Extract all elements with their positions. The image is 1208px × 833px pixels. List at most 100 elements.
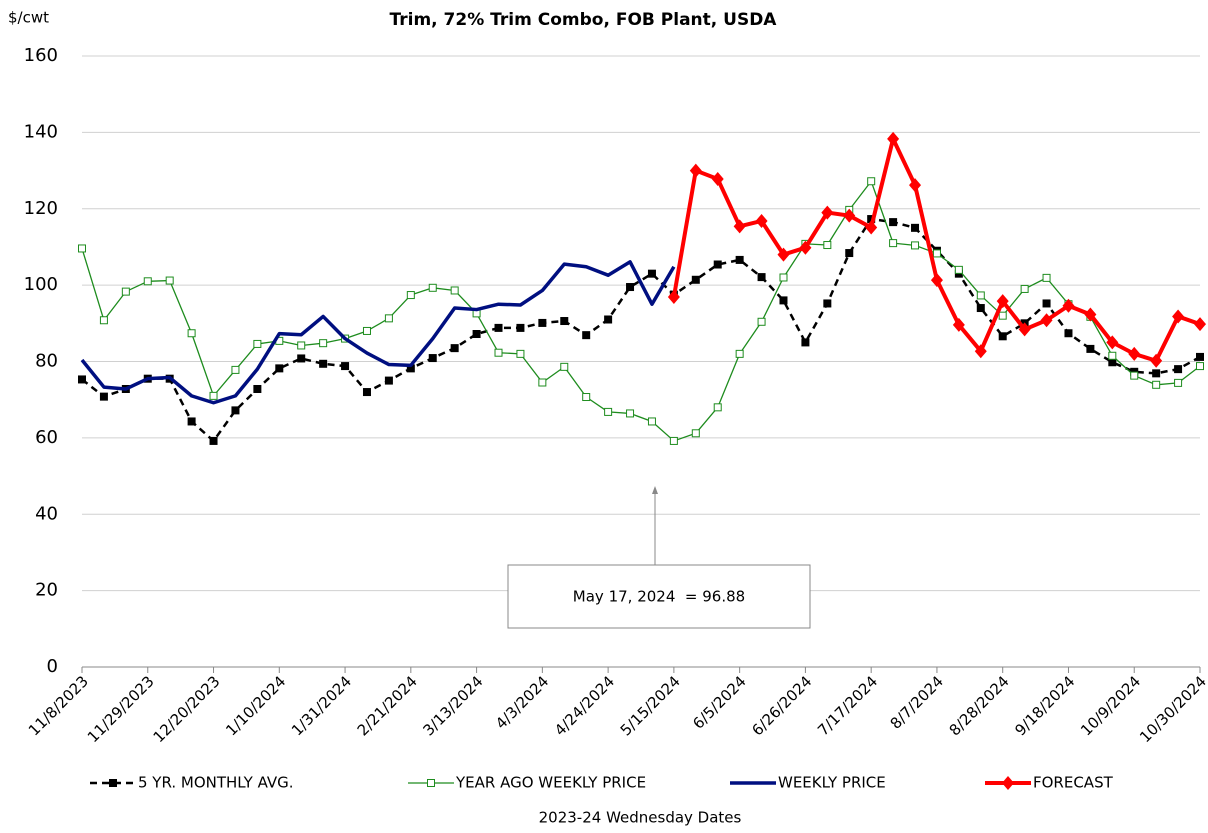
point [735, 349, 744, 358]
point [647, 269, 656, 278]
point [998, 311, 1007, 320]
point [930, 273, 943, 288]
point [801, 338, 810, 347]
x-tick-label: 1/10/2024 [222, 672, 289, 739]
annotation-text: May 17, 2024 = 96.88 [573, 588, 745, 606]
point [187, 417, 196, 426]
point [932, 249, 941, 258]
x-tick-label: 7/17/2024 [814, 672, 881, 739]
point [1042, 273, 1051, 282]
point [231, 406, 240, 415]
point [952, 317, 965, 332]
point [1086, 344, 1095, 353]
point [538, 318, 547, 327]
point [1174, 365, 1183, 374]
y-axis-label: $/cwt [8, 9, 49, 27]
point [99, 316, 108, 325]
point [362, 326, 371, 335]
point [711, 171, 724, 186]
point [974, 344, 987, 359]
point [428, 283, 437, 292]
point [560, 317, 569, 326]
x-tick-label: 8/28/2024 [946, 672, 1013, 739]
point [165, 276, 174, 285]
point [1130, 371, 1139, 380]
point [909, 178, 922, 193]
point [1020, 284, 1029, 293]
point [450, 344, 459, 353]
point [647, 417, 656, 426]
point [253, 384, 262, 393]
point [889, 218, 898, 227]
legend-label: 5 YR. MONTHLY AVG. [138, 774, 294, 792]
point [799, 240, 812, 255]
point [319, 339, 328, 348]
legend-label: WEEKLY PRICE [778, 774, 886, 792]
point [779, 296, 788, 305]
point [209, 391, 218, 400]
legend-marker [1002, 776, 1014, 790]
point [996, 294, 1009, 309]
point [297, 354, 306, 363]
x-tick-label: 12/20/2023 [150, 672, 224, 746]
point [604, 315, 613, 324]
point [887, 131, 900, 146]
point [516, 349, 525, 358]
point [954, 265, 963, 274]
point [450, 286, 459, 295]
x-tick-label: 8/7/2024 [887, 672, 947, 732]
legend-label: YEAR AGO WEEKLY PRICE [455, 774, 646, 792]
point [1128, 346, 1141, 361]
series-line [80, 260, 676, 405]
point [867, 215, 876, 224]
point [1040, 313, 1053, 328]
point [1150, 353, 1163, 368]
point [998, 332, 1007, 341]
point [1172, 309, 1185, 324]
point [713, 260, 722, 269]
x-tick-label: 6/26/2024 [748, 672, 815, 739]
legend-label: FORECAST [1033, 774, 1114, 792]
x-tick-label: 11/29/2023 [84, 672, 158, 746]
point [1108, 351, 1117, 360]
x-tick-label: 3/13/2024 [419, 672, 486, 739]
point [1194, 317, 1206, 332]
point [865, 220, 878, 235]
point [667, 290, 680, 305]
x-tick-label: 11/8/2023 [25, 672, 92, 739]
y-tick-label: 120 [24, 198, 58, 219]
y-tick-label: 80 [35, 351, 58, 372]
point [121, 287, 130, 296]
point [755, 213, 768, 228]
series-line [81, 180, 1201, 442]
point [78, 244, 86, 253]
point [231, 365, 240, 374]
point [626, 283, 635, 292]
point [1108, 358, 1117, 367]
point [582, 331, 591, 340]
point [472, 330, 481, 339]
point [713, 403, 722, 412]
point [1106, 335, 1119, 350]
point [384, 314, 393, 323]
point [779, 273, 788, 282]
point [691, 429, 700, 438]
point [209, 436, 218, 445]
point [494, 348, 503, 357]
point [297, 341, 306, 350]
point [538, 378, 547, 387]
point [341, 362, 350, 371]
y-tick-label: 40 [35, 503, 58, 524]
point [1196, 352, 1204, 361]
point [757, 273, 766, 282]
point [362, 388, 371, 397]
point [689, 163, 702, 178]
point [669, 436, 678, 445]
point [1018, 322, 1031, 337]
point [777, 247, 790, 262]
point [1152, 380, 1161, 389]
point [1196, 362, 1204, 371]
point [494, 323, 503, 332]
point [821, 205, 834, 220]
